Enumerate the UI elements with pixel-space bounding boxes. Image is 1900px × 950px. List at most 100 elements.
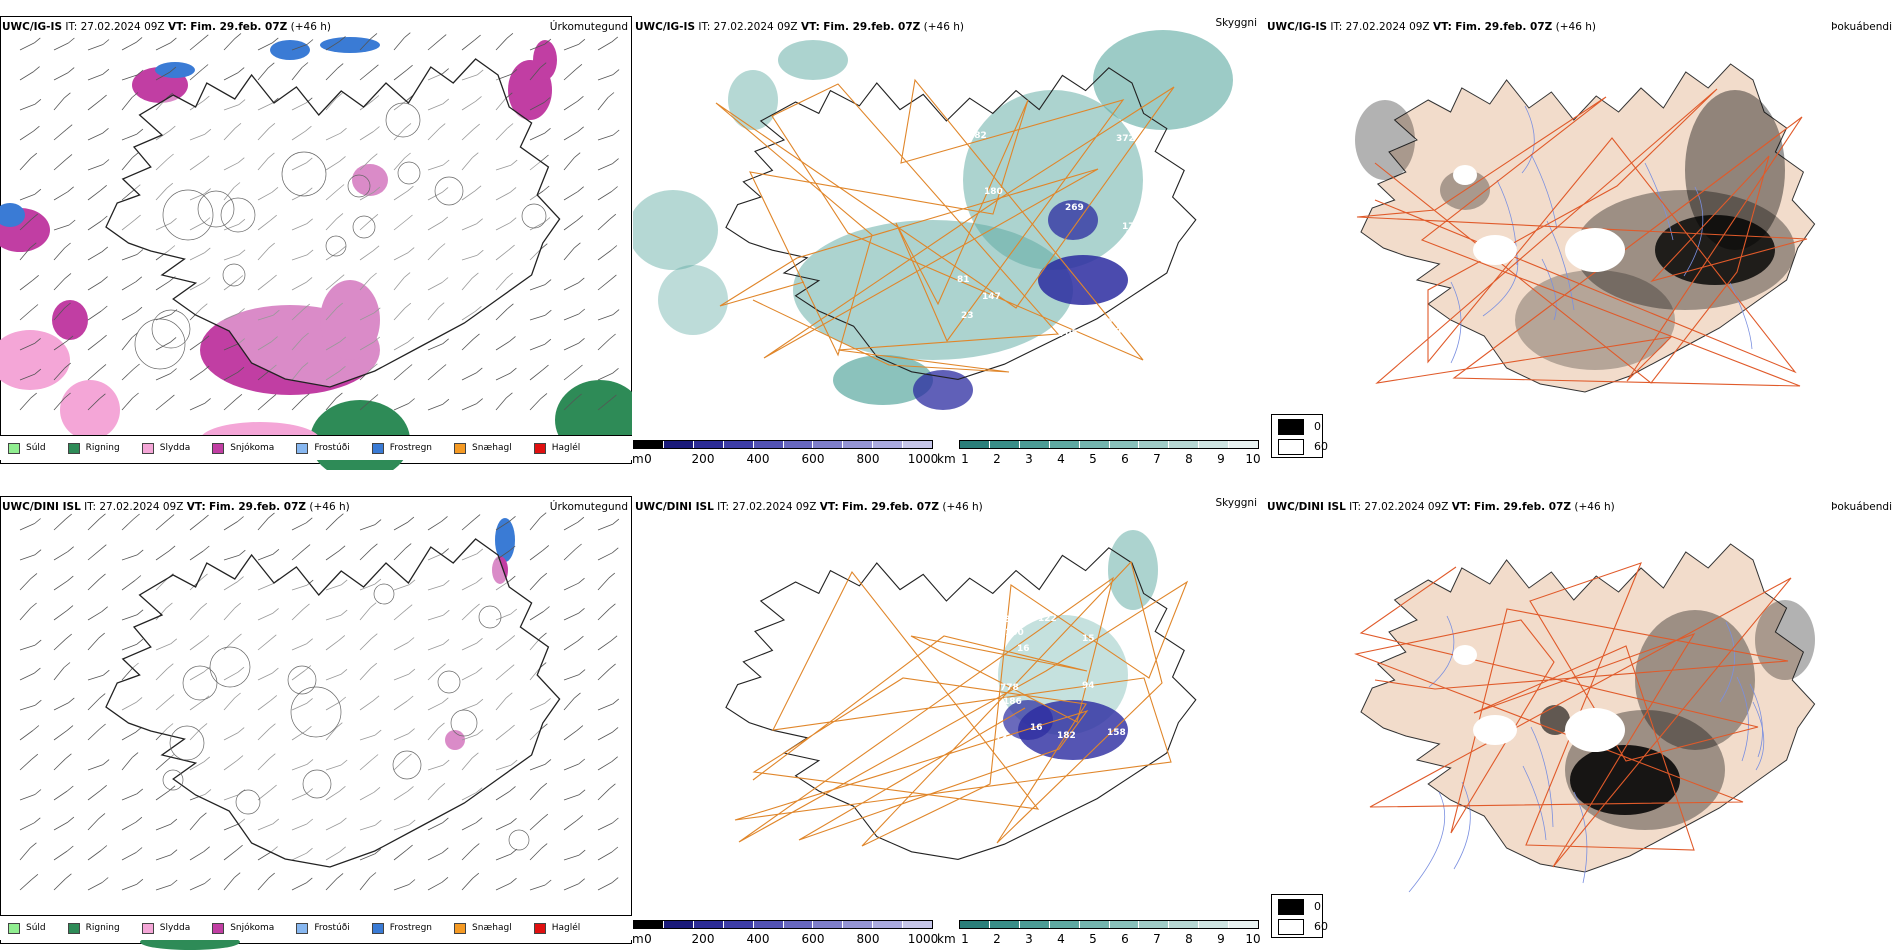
wind-barb-flag (336, 873, 344, 879)
wind-barb-flag (577, 635, 584, 642)
wind-barb (19, 879, 33, 891)
wind-barb-flag (135, 276, 143, 283)
wind-barb (563, 342, 579, 351)
fog-area (1355, 100, 1415, 180)
wind-barb (529, 132, 545, 141)
wind-barb-flag (543, 217, 551, 223)
wind-barb (393, 219, 407, 231)
wind-barb-flag (508, 724, 515, 731)
wind-barb (427, 644, 444, 651)
glacier-contour (397, 161, 421, 185)
wind-barb (393, 521, 409, 531)
wind-barb (597, 822, 613, 831)
wind-barb-flag (34, 188, 42, 195)
wind-barb (529, 43, 546, 51)
wind-barb (223, 72, 239, 81)
legend-label: Snjókoma (230, 443, 275, 453)
wind-barb (461, 792, 477, 801)
wind-barb (155, 280, 170, 291)
wind-barb (189, 728, 202, 741)
wind-barb (53, 72, 69, 81)
wind-barb (19, 279, 33, 291)
legend-swatch (371, 442, 384, 454)
ceiling-value: 372 (1116, 134, 1135, 144)
wind-barb (597, 851, 613, 861)
wind-barb (87, 637, 99, 651)
wind-barb (19, 730, 34, 741)
wind-barb-flag (611, 877, 619, 883)
wind-barb (223, 343, 239, 351)
wind-barb-flag (541, 813, 549, 820)
wind-barb (563, 191, 578, 201)
wind-barb (87, 281, 102, 291)
wind-barb (393, 277, 405, 291)
wind-barb-flag (476, 218, 483, 225)
wind-barb (529, 884, 546, 891)
wind-barb (291, 882, 307, 891)
wind-barb-flag (609, 663, 616, 670)
ceiling-value: 24 (1032, 351, 1045, 361)
sleet-area (60, 380, 120, 440)
wind-barb-flag (578, 789, 586, 796)
wind-barb-flag (303, 603, 310, 610)
wind-barb (291, 608, 304, 621)
wind-barb (291, 522, 307, 531)
wind-barb-flag (272, 818, 280, 825)
wind-barb (427, 103, 443, 111)
wind-barb (53, 638, 66, 651)
wind-barb (495, 192, 511, 201)
wind-barb (223, 823, 239, 831)
ceiling-value: 180 (984, 187, 1003, 197)
legend-swatch (67, 922, 80, 934)
wind-barb-flag (575, 393, 582, 400)
river (1736, 676, 1749, 762)
wind-barb (495, 128, 508, 141)
wind-barb (291, 44, 308, 51)
wind-barb-flag (132, 152, 139, 159)
wind-barb (155, 854, 172, 861)
wind-barb (529, 67, 541, 81)
wind-barb (257, 341, 272, 351)
wind-barb (87, 764, 104, 771)
ceiling-value: 191 (1055, 341, 1074, 351)
panel-name: Þokuábendi (1831, 21, 1892, 33)
panel-name: Úrkomutegund (549, 501, 628, 513)
colorbar-cell (1139, 921, 1170, 928)
wind-barb-flag (202, 635, 210, 641)
colorbar-tick: 7 (1153, 932, 1161, 946)
wind-barb (359, 638, 372, 651)
colorbar-tick: 6 (1121, 452, 1129, 466)
wind-barb-flag (131, 92, 139, 98)
freezing-rain-area (155, 62, 195, 78)
wind-barb (19, 247, 31, 261)
wind-barb (189, 578, 202, 591)
wind-barb-flag (30, 573, 38, 579)
colorbar-cell (1019, 921, 1050, 928)
wind-barb (87, 578, 100, 591)
wind-barb-flag (100, 334, 107, 341)
wind-barb-flag (442, 159, 450, 166)
wind-barb-flag (166, 182, 174, 189)
wind-barb (19, 704, 36, 711)
fog-panel: UWC/DINI ISL IT: 27.02.2024 09Z VT: Fim.… (1265, 480, 1900, 950)
wind-barb (529, 764, 546, 771)
wind-barb-flag (406, 64, 413, 71)
glacier-area (1473, 235, 1517, 265)
fog-legend-label: 60 (1314, 440, 1328, 453)
panel-title: UWC/DINI ISL IT: 27.02.2024 09Z VT: Fim.… (2, 500, 350, 514)
wind-barb-flag (233, 872, 241, 879)
it-label: IT: (717, 501, 730, 513)
wind-barb-flag (539, 62, 547, 69)
wind-barb-flag (305, 725, 312, 732)
wind-barb (359, 759, 373, 771)
wind-barb-flag (35, 699, 42, 706)
wind-barb-flag (30, 392, 37, 399)
fog-legend: 0 60 (1271, 894, 1328, 938)
wind-barb-flag (611, 186, 618, 192)
legend-label: Frostúði (314, 443, 350, 453)
wind-barb-flag (576, 815, 584, 821)
wind-barb-flag (203, 217, 211, 223)
wind-barb-flag (100, 845, 108, 851)
wind-barb (155, 728, 168, 741)
wind-barb (393, 403, 409, 411)
